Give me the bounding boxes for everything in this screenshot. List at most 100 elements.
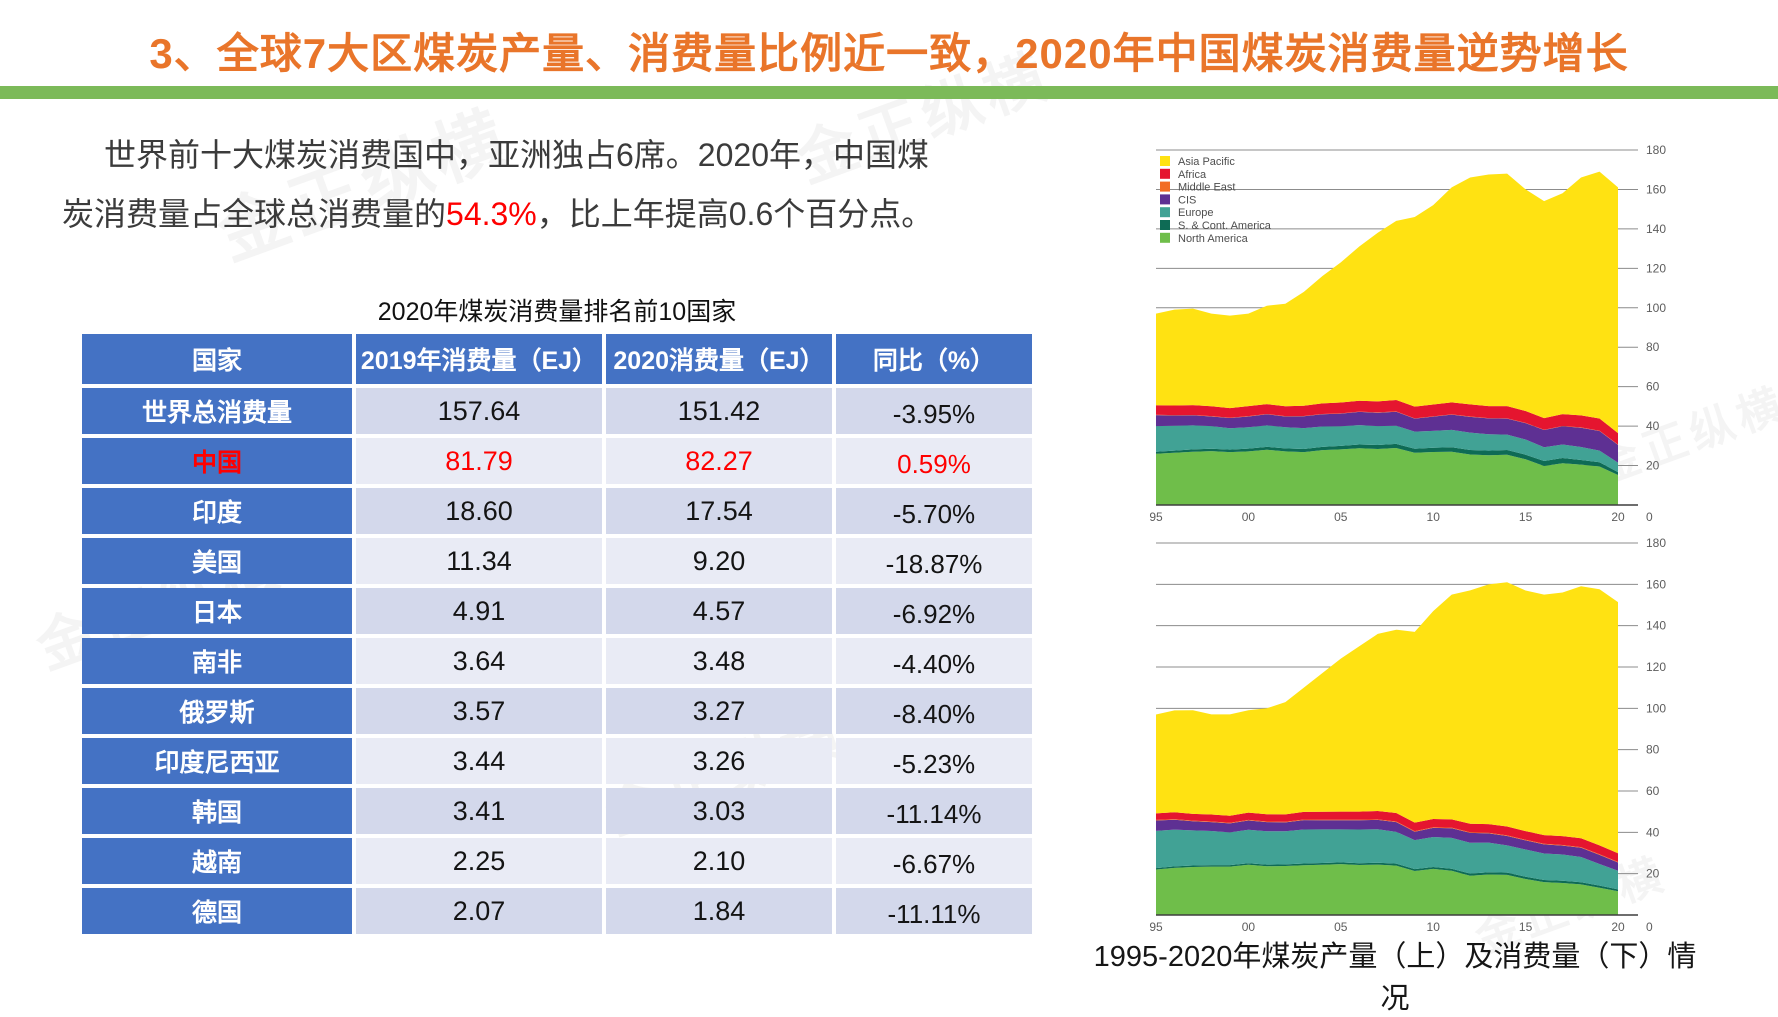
area-europe xyxy=(1156,425,1618,473)
table-title: 2020年煤炭消费量排名前10国家 xyxy=(377,298,737,326)
area-asia-pacific xyxy=(1156,582,1618,854)
header-2020: 2020消费量（EJ） xyxy=(606,334,832,384)
table-row: 世界总消费量 157.64 151.42 -3.95% xyxy=(82,388,1032,434)
area-asia-pacific xyxy=(1156,171,1618,434)
table-row: 中国 81.79 82.27 0.59% xyxy=(82,438,1032,484)
table-header-row: 国家 2019年消费量（EJ） 2020消费量（EJ） 同比（%） xyxy=(82,334,1032,384)
yoy-cell: -5.70% xyxy=(836,488,1032,534)
country-cell: 德国 xyxy=(82,888,352,934)
header-2019: 2019年消费量（EJ） xyxy=(356,334,602,384)
value-2020-cell: 3.26 xyxy=(606,738,832,784)
y-tick-label: 180 xyxy=(1646,536,1666,550)
yoy-cell: -11.14% xyxy=(836,788,1032,834)
y-tick-label: 60 xyxy=(1646,380,1660,394)
legend-label: Middle East xyxy=(1178,182,1235,194)
value-2019-cell: 3.41 xyxy=(356,788,602,834)
x-tick-label: 15 xyxy=(1519,510,1533,524)
legend-swatch xyxy=(1160,207,1170,218)
y-tick-label: 20 xyxy=(1646,867,1660,881)
legend-label: S. & Cont. America xyxy=(1178,220,1272,232)
table-row: 印度 18.60 17.54 -5.70% xyxy=(82,488,1032,534)
y-tick-label: 160 xyxy=(1646,182,1666,196)
y-tick-label: 140 xyxy=(1646,619,1666,633)
x-tick-label: 95 xyxy=(1149,920,1163,934)
intro-line2-post: ，比上年提高0.6个百分点。 xyxy=(536,196,934,232)
y-tick-label: 80 xyxy=(1646,340,1660,354)
consumption-chart: 20 40 60 80 100 120 140 160 180 95 00 05 10 15 20 0 xyxy=(1149,536,1666,934)
value-2020-cell: 82.27 xyxy=(606,438,832,484)
country-cell: 俄罗斯 xyxy=(82,688,352,734)
legend-label: North America xyxy=(1178,233,1249,245)
y-tick-label: 40 xyxy=(1646,825,1660,839)
value-2020-cell: 17.54 xyxy=(606,488,832,534)
x-tick-label: 95 xyxy=(1149,510,1163,524)
country-cell: 印度尼西亚 xyxy=(82,738,352,784)
legend-label: CIS xyxy=(1178,194,1196,206)
value-2020-cell: 3.48 xyxy=(606,638,832,684)
charts-caption: 1995-2020年煤炭产量（上）及消费量（下）情况 xyxy=(1093,941,1697,1015)
y-zero-label: 0 xyxy=(1646,510,1653,524)
value-2019-cell: 11.34 xyxy=(356,538,602,584)
x-tick-label: 15 xyxy=(1519,920,1533,934)
intro-highlight-percent: 54.3% xyxy=(446,196,537,232)
consumption-table: 国家 2019年消费量（EJ） 2020消费量（EJ） 同比（%） 世界总消费量… xyxy=(78,330,1036,938)
x-tick-label: 00 xyxy=(1242,920,1256,934)
x-tick-label: 20 xyxy=(1611,510,1625,524)
y-tick-label: 180 xyxy=(1646,143,1666,157)
country-cell: 韩国 xyxy=(82,788,352,834)
legend-swatch xyxy=(1160,194,1170,205)
intro-line2-pre: 炭消费量占全球总消费量的 xyxy=(62,196,447,232)
value-2019-cell: 2.07 xyxy=(356,888,602,934)
country-cell: 日本 xyxy=(82,588,352,634)
value-2020-cell: 9.20 xyxy=(606,538,832,584)
table-row: 越南 2.25 2.10 -6.67% xyxy=(82,838,1032,884)
y-tick-label: 20 xyxy=(1646,459,1660,473)
value-2019-cell: 18.60 xyxy=(356,488,602,534)
x-tick-label: 10 xyxy=(1427,510,1441,524)
yoy-cell: -4.40% xyxy=(836,638,1032,684)
value-2019-cell: 3.57 xyxy=(356,688,602,734)
table-row: 德国 2.07 1.84 -11.11% xyxy=(82,888,1032,934)
y-zero-label: 0 xyxy=(1646,920,1653,934)
yoy-cell: 0.59% xyxy=(836,438,1032,484)
country-cell: 世界总消费量 xyxy=(82,388,352,434)
table-row: 南非 3.64 3.48 -4.40% xyxy=(82,638,1032,684)
legend-label: Africa xyxy=(1178,169,1207,181)
country-cell: 南非 xyxy=(82,638,352,684)
area-north-america xyxy=(1156,864,1618,915)
yoy-cell: -6.67% xyxy=(836,838,1032,884)
y-tick-label: 120 xyxy=(1646,660,1666,674)
yoy-cell: -18.87% xyxy=(836,538,1032,584)
table-row: 日本 4.91 4.57 -6.92% xyxy=(82,588,1032,634)
value-2020-cell: 3.27 xyxy=(606,688,832,734)
table-row: 韩国 3.41 3.03 -11.14% xyxy=(82,788,1032,834)
legend-swatch xyxy=(1160,168,1170,179)
legend-swatch xyxy=(1160,220,1170,230)
y-tick-label: 100 xyxy=(1646,701,1666,715)
yoy-cell: -3.95% xyxy=(836,388,1032,434)
value-2019-cell: 81.79 xyxy=(356,438,602,484)
legend-swatch xyxy=(1160,232,1170,243)
value-2019-cell: 3.44 xyxy=(356,738,602,784)
table-row: 美国 11.34 9.20 -18.87% xyxy=(82,538,1032,584)
x-tick-label: 05 xyxy=(1334,510,1348,524)
y-tick-label: 100 xyxy=(1646,301,1666,315)
x-tick-label: 20 xyxy=(1611,920,1625,934)
header-country: 国家 xyxy=(82,334,352,384)
value-2020-cell: 151.42 xyxy=(606,388,832,434)
area-africa xyxy=(1156,399,1618,445)
intro-line1: 世界前十大煤炭消费国中，亚洲独占6席。2020年，中国煤 xyxy=(104,137,929,173)
y-tick-label: 60 xyxy=(1646,784,1660,798)
area-africa xyxy=(1156,811,1618,862)
production-chart: 20 40 60 80 100 120 140 160 180 95 00 05 10 15 20 0 Asia… xyxy=(1149,143,1666,524)
y-tick-label: 140 xyxy=(1646,222,1666,236)
country-cell: 越南 xyxy=(82,838,352,884)
area-cis xyxy=(1156,819,1618,871)
yoy-cell: -11.11% xyxy=(836,888,1032,934)
area-s-cont-america xyxy=(1156,862,1618,892)
country-cell: 美国 xyxy=(82,538,352,584)
value-2020-cell: 1.84 xyxy=(606,888,832,934)
y-tick-label: 120 xyxy=(1646,261,1666,275)
y-tick-label: 160 xyxy=(1646,577,1666,591)
table-row: 俄罗斯 3.57 3.27 -8.40% xyxy=(82,688,1032,734)
